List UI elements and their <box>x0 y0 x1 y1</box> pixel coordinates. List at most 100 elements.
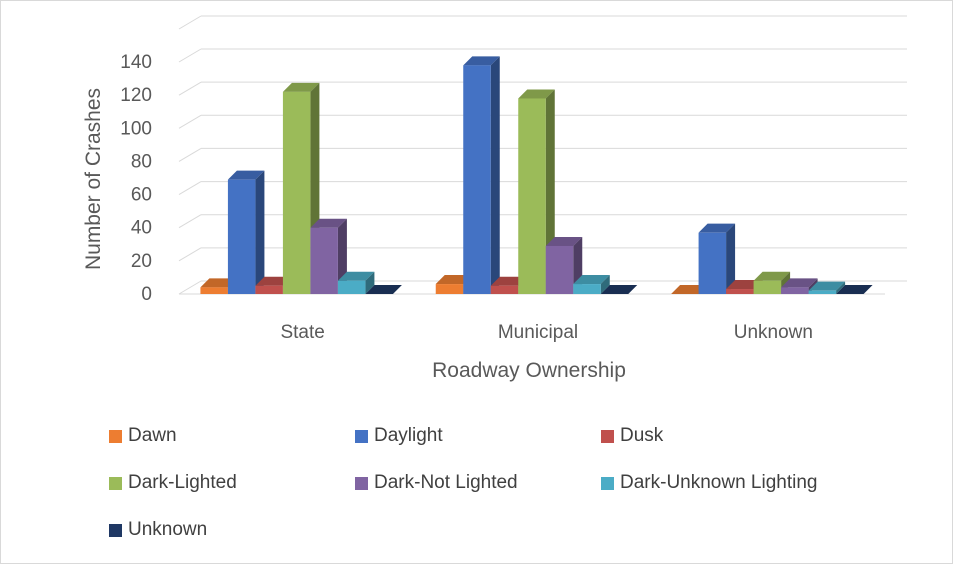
bar-top <box>836 285 873 294</box>
bar-top <box>781 278 818 288</box>
bar-top <box>282 82 320 92</box>
y-tick-label: 80 <box>131 151 152 172</box>
legend-item: Dawn <box>109 423 177 449</box>
bar-daylight-state <box>227 170 265 294</box>
bar-front <box>435 284 464 294</box>
bar-dawn-unknown <box>671 285 708 294</box>
y-tick-label: 60 <box>131 185 152 206</box>
legend-swatch <box>355 476 368 490</box>
bar-front <box>573 284 601 294</box>
y-tick-label: 120 <box>120 85 152 106</box>
legend-label: Dusk <box>620 425 664 446</box>
legend-swatch <box>109 476 122 490</box>
legend-label: Dark-Not Lighted <box>374 472 518 493</box>
legend-item: Dark-Unknown Lighting <box>601 470 818 496</box>
x-tick-label: State <box>280 322 324 343</box>
bar-top <box>671 285 708 294</box>
legend-item: Dark-Lighted <box>109 470 237 496</box>
legend-label: Unknown <box>128 519 208 540</box>
bar-front <box>753 280 782 294</box>
bar-top <box>698 223 736 233</box>
bar-side <box>600 275 610 294</box>
bar-top <box>337 271 375 281</box>
bar-top <box>518 89 555 99</box>
bar-top <box>545 236 583 246</box>
bar-unknown-state <box>365 285 402 294</box>
legend-swatch <box>601 429 614 443</box>
bar-side <box>255 170 265 294</box>
bar-unknown-unknown <box>836 285 873 294</box>
bar-front <box>200 287 228 294</box>
bar-front <box>310 227 338 294</box>
bar-side <box>836 281 846 294</box>
bar-front <box>337 280 366 294</box>
legend-label: Dark-Lighted <box>128 472 237 493</box>
legend-item: Unknown <box>109 517 207 543</box>
bar-top <box>490 276 528 286</box>
bars <box>200 56 873 294</box>
bar-side <box>365 271 375 294</box>
bar-top <box>255 276 292 286</box>
bar-top <box>573 275 610 285</box>
gridline-side <box>178 214 202 229</box>
legend-label: Dark-Unknown Lighting <box>620 472 818 493</box>
bar-top <box>808 281 846 291</box>
bar-chart: 0 20 40 60 80 100 120 140 Number of Crashes State… <box>82 15 907 382</box>
bar-front <box>490 285 519 294</box>
bar-top <box>227 170 265 180</box>
bar-top <box>200 278 237 288</box>
bar-top <box>463 56 500 66</box>
gridline-side <box>178 147 202 162</box>
x-tick-label: Municipal <box>498 322 578 343</box>
bar-front <box>282 91 311 294</box>
gridline-side <box>178 181 202 196</box>
legend-swatch <box>109 429 122 443</box>
legend-swatch <box>601 476 614 490</box>
bar-dark-not-lighted-state <box>310 218 347 294</box>
bar-front <box>463 65 491 294</box>
gridline-side <box>178 48 202 63</box>
legend-item: Dusk <box>601 423 663 449</box>
bar-top <box>365 285 402 294</box>
bar-top <box>753 271 791 281</box>
bar-front <box>518 98 546 294</box>
bar-daylight-unknown <box>698 223 736 294</box>
bar-dark-not-lighted-municipal <box>545 236 583 294</box>
y-tick-label: 100 <box>120 118 152 139</box>
gridline-side <box>178 247 202 262</box>
y-tick-label: 40 <box>131 218 152 239</box>
bar-top <box>726 280 763 290</box>
bar-dark-unknown-lighting-unknown <box>808 281 846 294</box>
bar-front <box>545 245 574 294</box>
x-axis-title: Roadway Ownership <box>432 359 626 382</box>
bar-front <box>698 232 727 294</box>
legend-swatch <box>109 523 122 537</box>
gridline-side <box>178 15 202 30</box>
gridline-side <box>178 114 202 129</box>
legend-label: Dawn <box>128 425 177 446</box>
legend-label: Daylight <box>374 425 443 446</box>
y-tick-label: 20 <box>131 251 152 272</box>
bar-top <box>435 275 473 285</box>
legend-item: Dark-Not Lighted <box>355 470 518 496</box>
bar-front <box>781 287 809 294</box>
legend-swatch <box>355 429 368 443</box>
bar-front <box>255 285 283 294</box>
y-tick-label: 0 <box>141 284 152 305</box>
bar-dark-unknown-lighting-municipal <box>573 275 610 294</box>
bar-side <box>726 223 736 294</box>
x-tick-label: Unknown <box>734 322 813 343</box>
bar-front <box>808 290 837 294</box>
bar-front <box>227 179 256 294</box>
bar-front <box>726 289 754 294</box>
gridline-side <box>178 280 202 295</box>
bar-daylight-municipal <box>463 56 500 294</box>
bar-side <box>490 56 500 294</box>
legend-item: Daylight <box>355 423 443 449</box>
y-axis-title: Number of Crashes <box>82 88 105 270</box>
y-tick-label: 140 <box>120 52 152 73</box>
gridline-side <box>178 81 202 96</box>
bar-top <box>600 285 638 294</box>
bar-dark-unknown-lighting-state <box>337 271 375 294</box>
